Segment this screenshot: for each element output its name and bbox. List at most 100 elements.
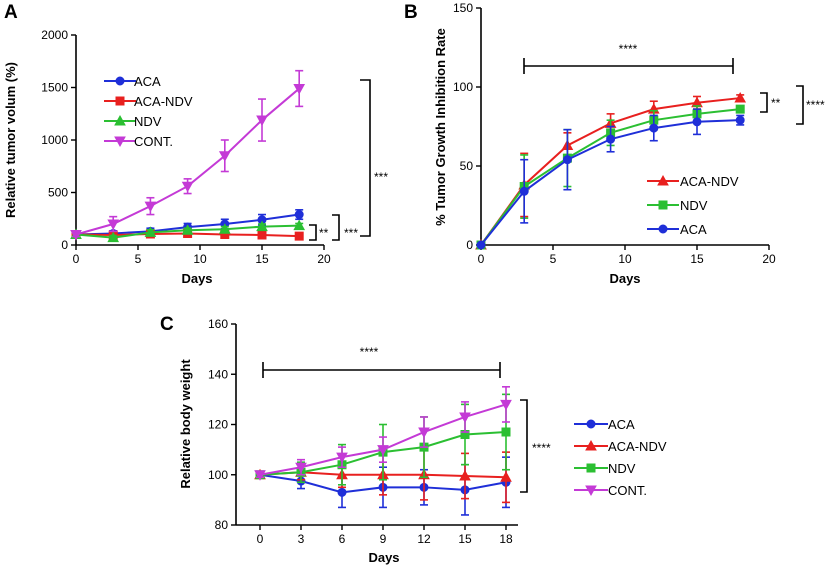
data-point <box>500 471 512 482</box>
data-point <box>107 219 120 231</box>
panel-b-bracket-top <box>523 58 734 74</box>
data-point <box>476 240 486 250</box>
legend-marker <box>585 439 597 451</box>
panel-a-ytick-label: 500 <box>48 186 68 200</box>
legend-item: ACA-NDV <box>574 439 667 454</box>
data-point <box>336 452 348 464</box>
data-point <box>218 151 231 162</box>
legend-item: NDV <box>647 198 708 213</box>
panel-c-ytick-label: 100 <box>208 468 228 482</box>
panel-a-bracket-ndv <box>309 224 317 241</box>
panel-a-xtick-label: 0 <box>73 252 80 266</box>
legend-marker <box>114 136 126 148</box>
data-point <box>181 181 194 193</box>
legend-marker <box>114 114 126 126</box>
legend-item: NDV <box>574 461 636 476</box>
panel-b-bracket-ndv <box>796 85 804 125</box>
data-point <box>254 470 266 481</box>
panel-b-ylabel: % Tumor Growth Inhibition Rate <box>433 28 448 226</box>
data-point <box>501 427 511 437</box>
data-point <box>218 223 231 234</box>
legend-label: ACA-NDV <box>134 94 193 109</box>
panel-a-legend: ACA ACA-NDV NDV CONT. <box>104 74 193 149</box>
panel-c-sig-top: **** <box>360 345 379 359</box>
panel-a-ytick-label: 1500 <box>41 81 68 95</box>
data-point <box>144 226 157 237</box>
data-point <box>377 445 389 456</box>
legend-item: ACA-NDV <box>104 94 193 109</box>
legend-marker <box>658 224 668 234</box>
panel-c-xtick-label: 3 <box>298 532 305 546</box>
panel-b-ytick-label: 50 <box>460 159 474 173</box>
panel-b-sig-top: **** <box>619 42 638 56</box>
legend-marker <box>657 174 669 186</box>
panel-c-bracket-right <box>520 399 528 493</box>
legend-label: NDV <box>134 114 162 129</box>
legend-item: ACA <box>647 222 707 237</box>
panel-a-letter: A <box>4 2 18 23</box>
data-point <box>562 155 572 165</box>
legend-marker <box>115 96 125 106</box>
panel-c-ylabel: Relative body weight <box>178 359 193 489</box>
data-point <box>144 201 157 213</box>
panel-c-xtick-label: 18 <box>499 532 513 546</box>
panel-b: B Days % Tumor Growth Inhibition Rate AC… <box>404 1 825 286</box>
panel-c-ytick-label: 120 <box>208 418 228 432</box>
panel-c-ytick-label: 80 <box>215 518 229 532</box>
panel-c-bracket-top <box>262 362 501 378</box>
data-point <box>735 115 745 125</box>
legend-item: ACA <box>104 74 161 89</box>
panel-b-ytick-label: 0 <box>466 238 473 252</box>
legend-label: ACA-NDV <box>680 174 739 189</box>
data-point <box>293 219 306 231</box>
panel-b-bracket-aca <box>760 92 768 113</box>
data-point <box>181 224 194 235</box>
panel-a-xtick-label: 15 <box>255 252 269 266</box>
data-point <box>256 220 268 232</box>
data-point <box>107 231 120 243</box>
panel-b-xlabel: Days <box>609 271 640 286</box>
data-point <box>692 117 702 127</box>
legend-marker <box>658 200 668 210</box>
panel-b-sig-aca: ** <box>771 96 781 110</box>
panel-b-legend: ACA-NDV NDV ACA <box>647 174 739 237</box>
panel-c-sig-right: **** <box>532 441 551 455</box>
panel-c-xtick-label: 0 <box>257 532 264 546</box>
panel-b-letter: B <box>404 2 418 23</box>
panel-b-ytick-label: 150 <box>453 1 473 15</box>
panel-c-axes: 80 100 120 140 160 0 3 6 9 12 15 18 <box>208 317 518 546</box>
panel-b-sig-ndv: **** <box>806 98 825 112</box>
legend-label: CONT. <box>134 134 173 149</box>
data-point <box>257 230 267 240</box>
panel-a-xtick-label: 5 <box>135 252 142 266</box>
legend-marker <box>585 485 597 497</box>
panel-a: A Days Relative tumor volum (%) ACA ACA-N… <box>3 2 388 286</box>
data-point <box>293 84 306 95</box>
legend-marker <box>586 463 596 473</box>
legend-item: CONT. <box>104 134 173 149</box>
data-point <box>294 231 304 241</box>
panel-a-axes: 0 500 1000 1500 2000 0 5 10 15 20 <box>41 28 331 266</box>
legend-item: ACA <box>574 417 635 432</box>
legend-label: CONT. <box>608 483 647 498</box>
legend-label: ACA-NDV <box>608 439 667 454</box>
panel-a-xtick-label: 10 <box>193 252 207 266</box>
panel-a-sig-cont: *** <box>374 170 388 184</box>
legend-marker <box>586 419 596 429</box>
data-point <box>459 412 471 423</box>
data-point <box>735 104 745 114</box>
panel-c-ytick-label: 160 <box>208 317 228 331</box>
data-point <box>734 92 747 103</box>
panel-a-sig-ndv: ** <box>319 226 329 240</box>
data-point <box>519 186 529 196</box>
data-point <box>649 123 659 133</box>
panel-a-ytick-label: 0 <box>61 238 68 252</box>
legend-label: NDV <box>608 461 636 476</box>
panel-c-xtick-label: 15 <box>458 532 472 546</box>
legend-label: NDV <box>680 198 708 213</box>
panel-a-xlabel: Days <box>181 271 212 286</box>
panel-a-ytick-label: 2000 <box>41 28 68 42</box>
legend-label: ACA <box>608 417 635 432</box>
panel-c-xtick-label: 6 <box>339 532 346 546</box>
